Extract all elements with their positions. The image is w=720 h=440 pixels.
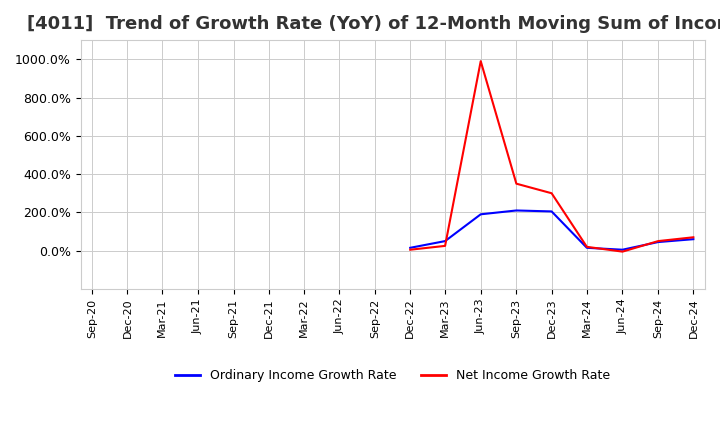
Ordinary Income Growth Rate <box>477 212 485 217</box>
Ordinary Income Growth Rate <box>689 237 698 242</box>
Ordinary Income Growth Rate <box>654 239 662 245</box>
Net Income Growth Rate <box>406 247 415 253</box>
Legend: Ordinary Income Growth Rate, Net Income Growth Rate: Ordinary Income Growth Rate, Net Income … <box>170 364 616 387</box>
Net Income Growth Rate <box>654 238 662 244</box>
Ordinary Income Growth Rate <box>582 245 591 250</box>
Ordinary Income Growth Rate <box>512 208 521 213</box>
Net Income Growth Rate <box>547 191 556 196</box>
Ordinary Income Growth Rate <box>547 209 556 214</box>
Net Income Growth Rate <box>512 181 521 186</box>
Title: [4011]  Trend of Growth Rate (YoY) of 12-Month Moving Sum of Incomes: [4011] Trend of Growth Rate (YoY) of 12-… <box>27 15 720 33</box>
Net Income Growth Rate <box>582 244 591 249</box>
Net Income Growth Rate <box>618 249 627 254</box>
Line: Ordinary Income Growth Rate: Ordinary Income Growth Rate <box>410 210 693 250</box>
Net Income Growth Rate <box>477 59 485 64</box>
Ordinary Income Growth Rate <box>406 245 415 250</box>
Line: Net Income Growth Rate: Net Income Growth Rate <box>410 61 693 252</box>
Ordinary Income Growth Rate <box>441 238 449 244</box>
Net Income Growth Rate <box>441 243 449 249</box>
Net Income Growth Rate <box>689 235 698 240</box>
Ordinary Income Growth Rate <box>618 247 627 253</box>
